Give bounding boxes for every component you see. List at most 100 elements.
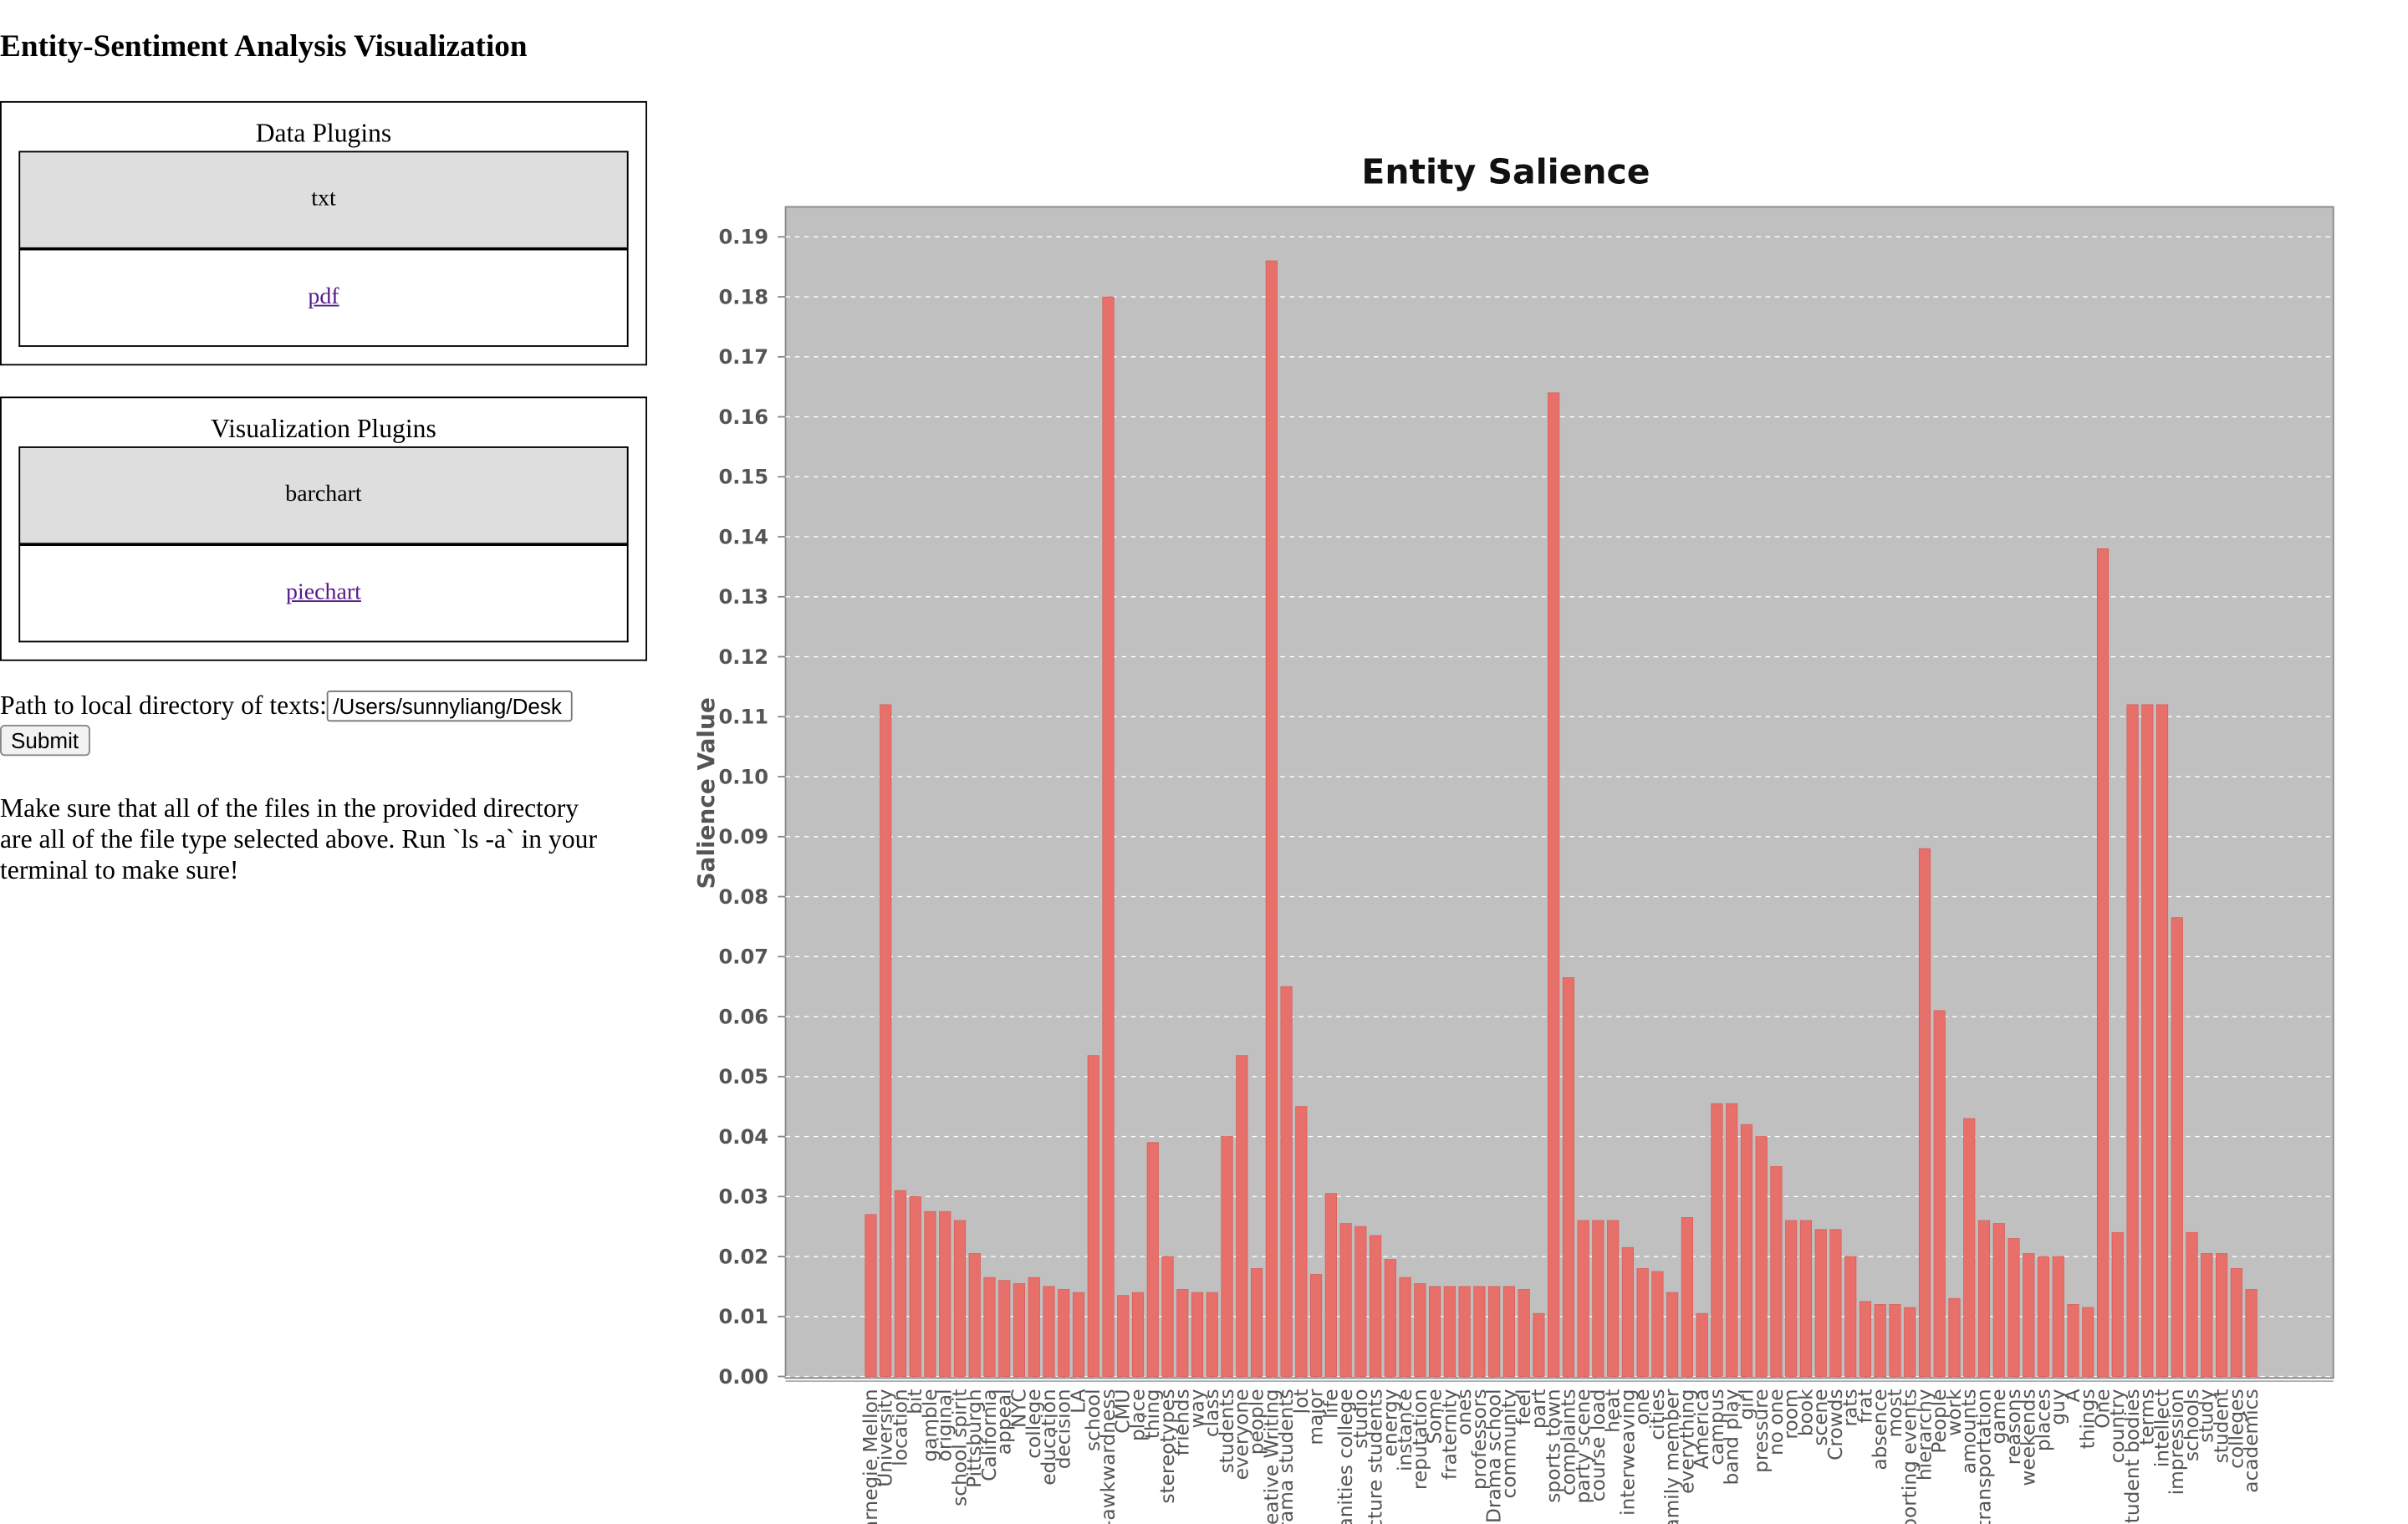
bar [909, 1195, 921, 1377]
bar [1161, 1256, 1174, 1377]
bar [2215, 1253, 2228, 1377]
bar [2186, 1231, 2198, 1377]
bar [1607, 1220, 1620, 1377]
bar [2082, 1307, 2094, 1377]
x-tick-label: people [1245, 1389, 1268, 1455]
y-tick-label: 0.02 [718, 1245, 768, 1268]
x-tick-label: Humanities college [1334, 1389, 1357, 1524]
bar [1904, 1307, 1916, 1377]
x-tick-label: social-awkwardness [1097, 1389, 1120, 1524]
x-tick-label: Drama students [1275, 1389, 1298, 1524]
x-tick-label: everyone [1231, 1389, 1253, 1480]
bar [1310, 1274, 1323, 1377]
path-label: Path to local directory of texts: [0, 691, 327, 721]
bar [1711, 1103, 1723, 1377]
bar [2037, 1256, 2050, 1377]
x-tick-label: reputation [1409, 1389, 1431, 1490]
x-tick-label: girl [1735, 1389, 1758, 1420]
x-tick-label: One [2091, 1389, 2114, 1428]
x-tick-label: community [1497, 1389, 1520, 1498]
y-tick-label: 0.04 [718, 1125, 768, 1149]
bar [1443, 1286, 1456, 1377]
x-tick-label: complaints [1557, 1389, 1579, 1496]
bar [1592, 1220, 1604, 1377]
x-tick-label: appeal [993, 1389, 1016, 1455]
y-tick-label: 0.18 [718, 285, 768, 308]
bar [2111, 1231, 2124, 1377]
x-tick-label: stereotypes [1156, 1389, 1179, 1503]
bar [1370, 1235, 1382, 1377]
bar [2245, 1289, 2258, 1377]
x-tick-label: school [1082, 1389, 1105, 1451]
data-plugins: Data Plugins txt pdf [0, 100, 647, 366]
bar [1295, 1106, 1308, 1377]
plugin-option[interactable]: barchart [18, 446, 629, 547]
x-tick-label: location [889, 1389, 911, 1465]
bar [1666, 1292, 1679, 1377]
x-tick-label: one [1631, 1389, 1654, 1425]
bar [1043, 1286, 1055, 1377]
x-tick-label: original [934, 1389, 957, 1461]
x-tick-label: study [2196, 1389, 2218, 1443]
bar [1488, 1286, 1501, 1377]
y-tick-label: 0.08 [718, 885, 768, 909]
bar [1889, 1304, 1901, 1377]
x-tick-label: friends [1171, 1389, 1194, 1455]
plugin-link[interactable]: pdf [308, 284, 339, 310]
bar [1770, 1166, 1783, 1377]
x-tick-label: energy [1379, 1389, 1401, 1456]
bar [1814, 1229, 1827, 1377]
bar [2067, 1304, 2079, 1377]
x-tick-label: feel [1513, 1389, 1535, 1425]
bar [1206, 1292, 1218, 1377]
x-tick-label: pressure [1750, 1389, 1773, 1472]
chart-group: Entity Salience Salience Value 0.00 0.01 0… [692, 152, 2334, 1524]
x-tick-label: academics [2240, 1389, 2263, 1492]
x-tick-label: America [1691, 1389, 1713, 1469]
bar [2230, 1268, 2242, 1377]
x-tick-label: A [2062, 1389, 2084, 1402]
x-tick-label: college [1023, 1389, 1045, 1458]
bar [1458, 1286, 1471, 1377]
y-tick-label: 0.06 [718, 1005, 768, 1028]
y-tick-label: 0.13 [718, 585, 768, 609]
x-tick-label: Creative Writing [1260, 1389, 1283, 1524]
bar [1013, 1282, 1026, 1377]
page-title: Entity-Sentiment Analysis Visualization [0, 29, 528, 64]
x-tick-label: frat [1854, 1389, 1876, 1423]
bar [1087, 1055, 1099, 1377]
x-tick-label: things [2077, 1389, 2099, 1449]
x-tick-label: course load [1587, 1389, 1610, 1501]
submit-button[interactable]: Submit [0, 724, 90, 757]
x-tick-label: reasons [2002, 1389, 2025, 1465]
bar [2171, 917, 2183, 1377]
bar [1384, 1259, 1396, 1377]
plugin-option[interactable]: txt [18, 150, 629, 251]
x-tick-label: absence [1869, 1389, 1891, 1470]
x-tick-label: bit [904, 1389, 926, 1414]
bar [1146, 1142, 1159, 1377]
bar [1874, 1304, 1886, 1377]
bar [1740, 1124, 1753, 1377]
bar [894, 1190, 907, 1377]
panel-title: Data Plugins [255, 118, 392, 148]
x-tick-label: places [2032, 1389, 2054, 1451]
y-tick-label: 0.11 [718, 706, 768, 729]
x-tick-label: hierarchy [1913, 1389, 1936, 1481]
x-tick-label: Pittsburgh [963, 1389, 986, 1487]
note: Make sure that all of the files in the p… [0, 793, 598, 885]
bar [983, 1277, 996, 1377]
y-tick-label: 0.07 [718, 945, 768, 969]
x-tick-label: country [2106, 1389, 2129, 1463]
y-tick-label: 0.05 [718, 1065, 768, 1088]
x-tick-label: student bodies [2121, 1389, 2144, 1524]
x-tick-label: decision [1053, 1389, 1075, 1469]
chart-title: Entity Salience [1361, 152, 1650, 192]
plugin-link[interactable]: piechart [286, 579, 361, 605]
bar [1963, 1118, 1976, 1377]
path-input[interactable] [326, 691, 573, 722]
y-tick-label: 0.14 [718, 525, 768, 548]
bar [1636, 1268, 1649, 1377]
